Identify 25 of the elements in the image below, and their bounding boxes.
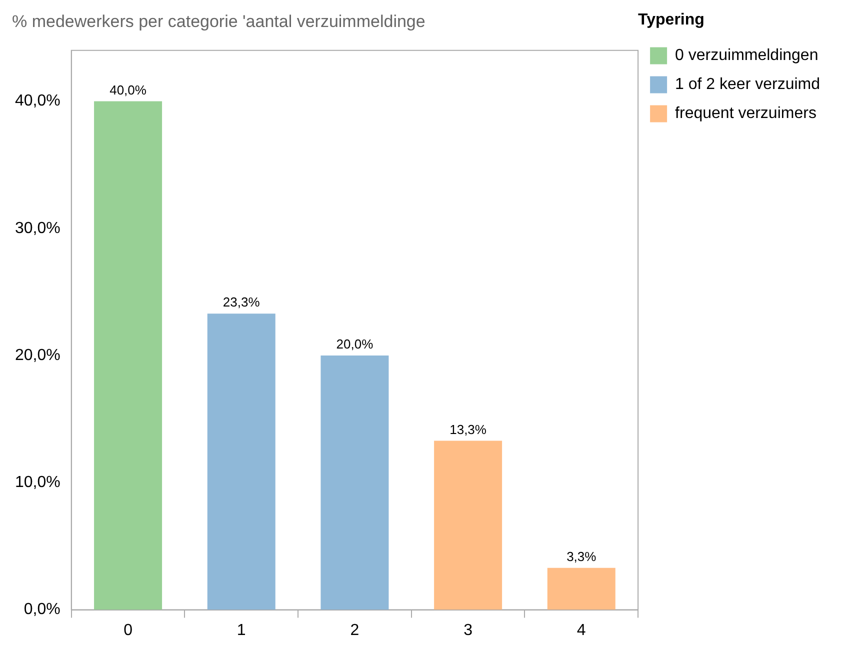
data-label: 13,3% xyxy=(450,422,487,437)
bar xyxy=(320,356,389,610)
y-tick-label: 30,0% xyxy=(14,220,60,237)
legend-title: Typering xyxy=(638,11,704,28)
bar xyxy=(547,568,616,610)
data-label: 20,0% xyxy=(336,336,374,352)
bar xyxy=(207,314,276,610)
x-tick-label: 2 xyxy=(350,622,360,639)
bar xyxy=(434,440,502,610)
chart-title: % medewerkers per categorie 'aantal verzuimmeldinge xyxy=(12,12,426,31)
legend-label: 1 of 2 keer verzuimd xyxy=(675,76,820,94)
data-label: 40,0% xyxy=(110,82,147,98)
x-tick-label: 4 xyxy=(576,622,586,639)
y-tick-label: 0,0% xyxy=(24,601,60,618)
y-tick-label: 10,0% xyxy=(14,474,60,492)
y-tick-label: 40,0% xyxy=(14,92,60,110)
legend-label: frequent verzuimers xyxy=(675,105,816,122)
y-tick-label: 20,0% xyxy=(14,346,60,364)
x-tick-label: 3 xyxy=(464,622,473,639)
data-label: 3,3% xyxy=(566,548,597,564)
x-tick-label: 1 xyxy=(236,622,246,639)
bar xyxy=(94,101,162,610)
legend-label: 0 verzuimmeldingen xyxy=(675,47,818,64)
x-tick-label: 0 xyxy=(124,622,133,639)
data-label: 23,3% xyxy=(222,294,260,310)
